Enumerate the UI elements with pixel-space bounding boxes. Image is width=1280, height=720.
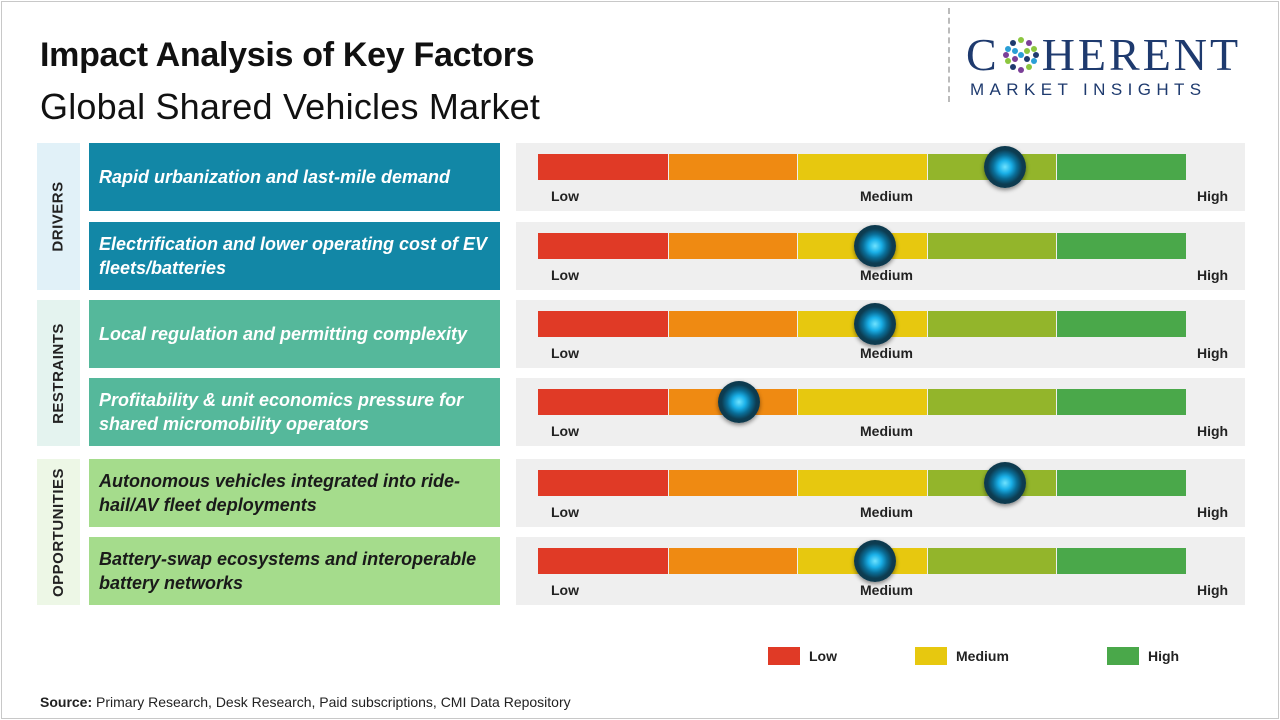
source-note: Source: Primary Research, Desk Research,… <box>40 694 571 710</box>
category-label-drivers: DRIVERS <box>37 143 80 290</box>
impact-marker <box>853 540 896 582</box>
tick-label-low: Low <box>551 582 579 598</box>
gauge-segment <box>927 311 1057 337</box>
legend-swatch-low <box>768 647 800 665</box>
tick-label-high: High <box>1197 188 1229 204</box>
tick-label-medium: Medium <box>860 188 913 204</box>
gauge-segment <box>1057 233 1186 259</box>
gauge-segment <box>798 470 927 496</box>
gauge-segment <box>668 470 798 496</box>
gauge-segment <box>668 548 798 574</box>
gauge-segment <box>1057 470 1186 496</box>
tick-label-low: Low <box>551 188 579 204</box>
source-text: Primary Research, Desk Research, Paid su… <box>96 694 571 710</box>
tick-label-medium: Medium <box>860 582 913 598</box>
category-label-opportunities: OPPORTUNITIES <box>37 459 80 605</box>
tick-label-high: High <box>1197 423 1229 439</box>
tick-label-medium: Medium <box>860 504 913 520</box>
gauge-segment <box>538 470 668 496</box>
impact-marker <box>853 225 896 267</box>
gauge-segment <box>1057 154 1186 180</box>
impact-marker <box>853 303 896 345</box>
gauge-segment <box>538 154 668 180</box>
factor-label: Local regulation and permitting complexi… <box>89 300 500 368</box>
tick-label-low: Low <box>551 345 579 361</box>
tick-label-high: High <box>1197 504 1229 520</box>
logo-dots-icon <box>1002 37 1039 73</box>
gauge-segment <box>538 233 668 259</box>
gauge-segment <box>798 389 927 415</box>
category-label-restraints: RESTRAINTS <box>37 300 80 446</box>
category-label-text: RESTRAINTS <box>50 322 67 424</box>
impact-marker <box>983 462 1026 504</box>
gauge-segment <box>1057 389 1186 415</box>
legend-swatch-medium <box>915 647 947 665</box>
gauge-segment <box>668 311 798 337</box>
tick-label-low: Low <box>551 267 579 283</box>
tick-label-medium: Medium <box>860 423 913 439</box>
logo-wordmark: C HERENT <box>966 29 1242 80</box>
factor-label: Rapid urbanization and last-mile demand <box>89 143 500 211</box>
gauge-segment <box>538 389 668 415</box>
gauge-segment <box>668 233 798 259</box>
factor-label: Autonomous vehicles integrated into ride… <box>89 459 500 527</box>
tick-label-low: Low <box>551 423 579 439</box>
legend-swatch-high <box>1107 647 1139 665</box>
page-title: Impact Analysis of Key Factors <box>40 36 535 74</box>
gauge-segment <box>1057 548 1186 574</box>
source-label: Source: <box>40 694 93 710</box>
tick-label-medium: Medium <box>860 267 913 283</box>
tick-label-medium: Medium <box>860 345 913 361</box>
logo-divider <box>948 8 950 102</box>
page-subtitle: Global Shared Vehicles Market <box>40 86 541 127</box>
impact-marker <box>717 381 760 423</box>
factor-label: Battery-swap ecosystems and interoperabl… <box>89 537 500 605</box>
gauge-segment <box>798 154 927 180</box>
gauge-segment <box>927 389 1057 415</box>
tick-label-low: Low <box>551 504 579 520</box>
gauge-segment <box>927 548 1057 574</box>
legend-label-low: Low <box>809 648 837 664</box>
category-label-text: OPPORTUNITIES <box>50 467 68 597</box>
legend-label-high: High <box>1148 648 1180 664</box>
tick-label-high: High <box>1197 582 1229 598</box>
gauge-segment <box>927 233 1057 259</box>
gauge-segment <box>668 154 798 180</box>
company-logo: C HERENT MARKET INSIGHTS <box>966 32 1266 100</box>
gauge-segment <box>1057 311 1186 337</box>
factor-label: Electrification and lower operating cost… <box>89 222 500 290</box>
tick-label-high: High <box>1197 267 1229 283</box>
gauge-segment <box>538 311 668 337</box>
impact-marker <box>983 146 1026 188</box>
logo-tagline: MARKET INSIGHTS <box>970 80 1207 99</box>
tick-label-high: High <box>1197 345 1229 361</box>
legend-label-medium: Medium <box>956 648 1009 664</box>
gauge-segment <box>538 548 668 574</box>
category-label-text: DRIVERS <box>50 181 67 252</box>
factor-label: Profitability & unit economics pressure … <box>89 378 500 446</box>
